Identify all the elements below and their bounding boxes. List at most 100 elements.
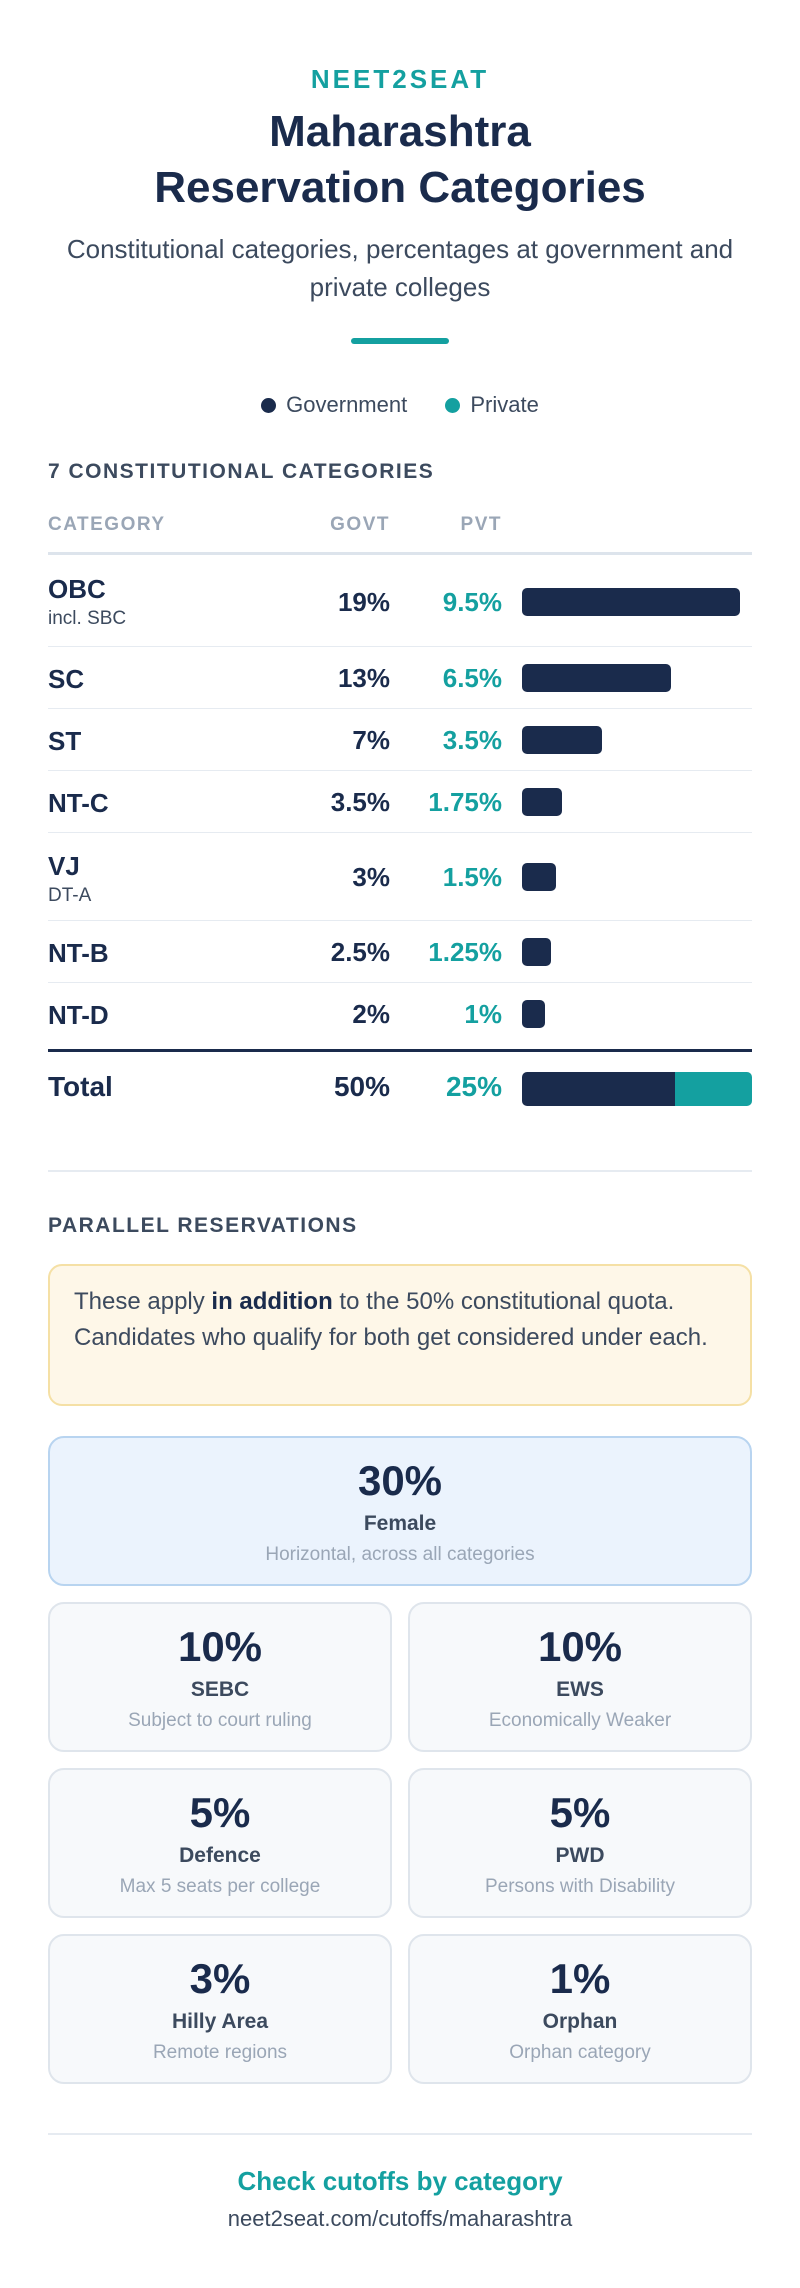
card-name: SEBC	[190, 1678, 250, 1701]
private-dot-icon	[445, 397, 461, 413]
card-description: Subject to court ruling	[128, 1710, 312, 1731]
category-name: VJ	[48, 851, 80, 881]
govt-bar	[522, 863, 556, 891]
pvt-value: 6.5%	[442, 663, 502, 693]
card-percentage: 30%	[357, 1457, 443, 1504]
table-row: NT-D 2% 1%	[48, 983, 752, 1045]
section-title-constitutional: 7 CONSTITUTIONAL CATEGORIES	[48, 460, 435, 483]
govt-value: 13%	[337, 663, 390, 693]
total-govt-value: 50%	[333, 1071, 390, 1102]
table-row: NT-C 3.5% 1.75%	[48, 771, 752, 833]
pvt-value: 1.25%	[428, 937, 502, 967]
page-subtitle: Constitutional categories, percentages a…	[66, 234, 734, 302]
table-row: SC 13% 6.5%	[48, 647, 752, 709]
legend-label-government: Government	[286, 392, 408, 417]
cutoffs-link[interactable]: Check cutoffs by category	[237, 2166, 563, 2196]
pvt-value: 1.75%	[428, 787, 502, 817]
card-percentage: 5%	[189, 1789, 251, 1836]
card-description: Economically Weaker	[488, 1710, 672, 1731]
column-header-pvt: PVT	[460, 514, 502, 535]
row-divider	[48, 832, 752, 833]
govt-bar	[522, 664, 671, 692]
reservation-card-orphan: 1% Orphan Orphan category	[408, 1934, 752, 2084]
reservation-card-female: 30% Female Horizontal, across all catego…	[48, 1436, 752, 1586]
card-name: Female	[363, 1512, 437, 1535]
table-row: OBC incl. SBC 19% 9.5%	[48, 556, 752, 647]
reservation-card-sebc: 10% SEBC Subject to court ruling	[48, 1602, 392, 1752]
section-divider	[48, 1170, 752, 1172]
card-description: Horizontal, across all categories	[265, 1544, 535, 1565]
total-pvt-value: 25%	[445, 1071, 502, 1102]
pvt-value: 9.5%	[442, 587, 502, 617]
legend-item-government: Government	[261, 392, 407, 418]
total-label: Total	[48, 1071, 113, 1102]
row-divider	[48, 770, 752, 771]
government-dot-icon	[261, 397, 277, 413]
card-name: Orphan	[542, 2010, 618, 2033]
accent-divider	[351, 338, 449, 344]
card-name: Hilly Area	[171, 2010, 269, 2033]
total-bar	[522, 1072, 752, 1106]
legend-item-private: Private	[445, 392, 539, 418]
brand-name: NEET2SEAT	[310, 64, 490, 94]
total-bar-government	[522, 1072, 676, 1106]
card-name: EWS	[556, 1678, 604, 1701]
card-percentage: 10%	[537, 1623, 623, 1670]
total-bar-private	[675, 1072, 752, 1106]
row-divider	[48, 982, 752, 983]
category-note: DT-A	[48, 885, 92, 906]
card-description: Orphan category	[509, 2042, 651, 2063]
card-name: PWD	[555, 1844, 605, 1867]
pvt-value: 3.5%	[442, 725, 502, 755]
card-percentage: 5%	[549, 1789, 611, 1836]
govt-value: 19%	[337, 587, 390, 617]
reservation-card-ews: 10% EWS Economically Weaker	[408, 1602, 752, 1752]
reservation-card-hilly-area: 3% Hilly Area Remote regions	[48, 1934, 392, 2084]
pvt-value: 1.5%	[442, 862, 502, 892]
title-line-2: Reservation Categories	[154, 163, 646, 212]
govt-value: 2%	[352, 999, 390, 1029]
card-percentage: 1%	[549, 1955, 611, 2002]
govt-bar	[522, 1000, 545, 1028]
card-description: Persons with Disability	[484, 1876, 676, 1897]
reservation-card-pwd: 5% PWD Persons with Disability	[408, 1768, 752, 1918]
govt-bar	[522, 788, 562, 816]
table-row: NT-B 2.5% 1.25%	[48, 921, 752, 983]
reservation-card-defence: 5% Defence Max 5 seats per college	[48, 1768, 392, 1918]
category-name: SC	[48, 664, 85, 694]
govt-value: 7%	[352, 725, 390, 755]
govt-value: 3%	[352, 862, 390, 892]
govt-value: 2.5%	[330, 937, 390, 967]
section-title-parallel: PARALLEL RESERVATIONS	[48, 1214, 358, 1237]
category-name: OBC	[48, 574, 106, 604]
pvt-value: 1%	[464, 999, 502, 1029]
category-name: NT-B	[48, 938, 109, 968]
total-rule	[48, 1049, 752, 1052]
row-divider	[48, 920, 752, 921]
cutoffs-url[interactable]: neet2seat.com/cutoffs/maharashtra	[227, 2206, 573, 2231]
card-name: Defence	[179, 1844, 261, 1867]
header-rule	[48, 552, 752, 555]
table-row: VJ DT-A 3% 1.5%	[48, 833, 752, 921]
page-title: Maharashtra Reservation Categories	[0, 104, 800, 216]
row-divider	[48, 646, 752, 647]
category-note: incl. SBC	[48, 608, 127, 629]
row-divider	[48, 708, 752, 709]
note-text-before: These apply	[74, 1288, 212, 1315]
column-header-category: CATEGORY	[48, 514, 166, 535]
info-note: These apply in addition to the 50% const…	[48, 1264, 752, 1406]
govt-value: 3.5%	[330, 787, 390, 817]
govt-bar	[522, 588, 740, 616]
card-percentage: 10%	[177, 1623, 263, 1670]
card-percentage: 3%	[189, 1955, 251, 2002]
title-line-1: Maharashtra	[269, 107, 531, 156]
category-name: NT-D	[48, 1000, 109, 1030]
card-description: Remote regions	[152, 2042, 288, 2063]
govt-bar	[522, 726, 602, 754]
note-text-bold: in addition	[211, 1288, 333, 1315]
table-row: ST 7% 3.5%	[48, 709, 752, 771]
govt-bar	[522, 938, 551, 966]
note-text-after: to the 50% constitutional quota. Candida…	[74, 1288, 708, 1351]
footer-divider	[48, 2133, 752, 2135]
